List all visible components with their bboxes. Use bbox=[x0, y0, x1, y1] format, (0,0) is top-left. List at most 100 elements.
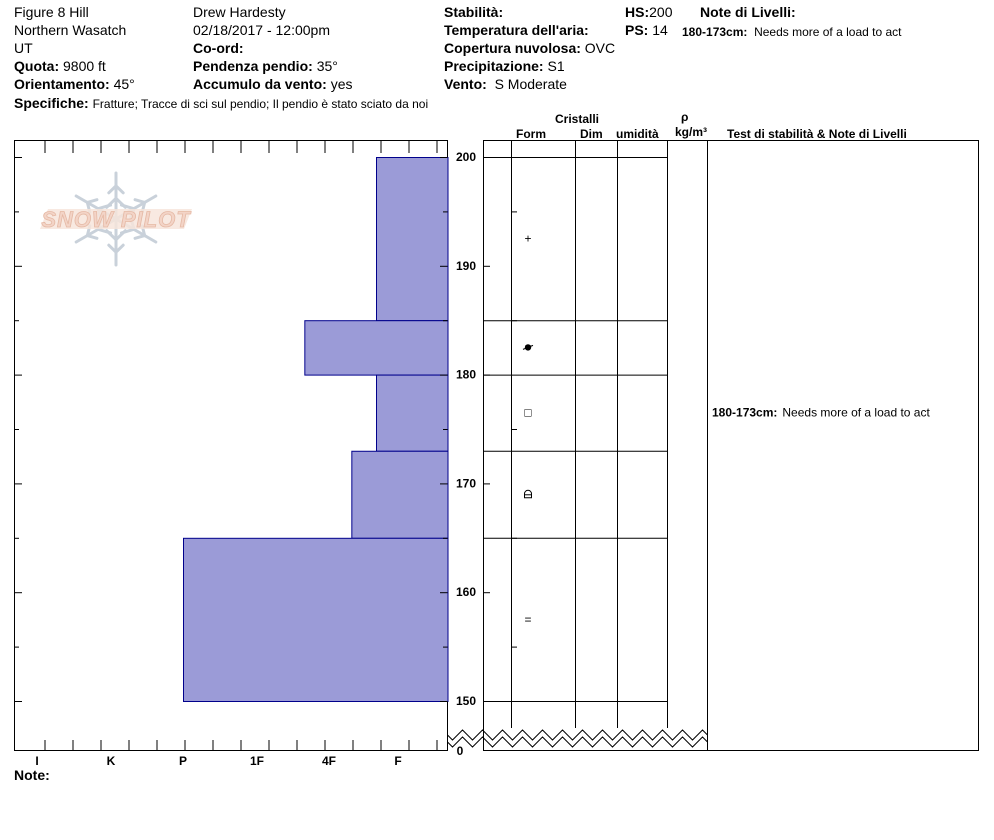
depth-label-150: 150 bbox=[456, 694, 476, 708]
elevation-value: 9800 ft bbox=[63, 58, 106, 74]
stability-label: Stabilità: bbox=[444, 4, 504, 20]
wind-loading: Accumulo da vento: yes bbox=[193, 76, 352, 92]
specifics-label: Specifiche: bbox=[14, 95, 89, 111]
grain-form-3 bbox=[524, 489, 532, 499]
grain-form-1-stroke bbox=[522, 344, 534, 350]
grain-form-4: = bbox=[524, 612, 531, 626]
rho-header: ρ bbox=[681, 110, 689, 124]
state-name: UT bbox=[14, 40, 33, 56]
layer-table-frame bbox=[483, 140, 979, 751]
stability-note-range-0: 180-173cm: bbox=[712, 406, 777, 420]
wind-label: Vento: bbox=[444, 76, 487, 92]
aspect-value: 45° bbox=[113, 76, 135, 92]
hardness-bars bbox=[183, 157, 449, 702]
wind-value: S Moderate bbox=[494, 76, 567, 92]
depth-label-200: 200 bbox=[456, 150, 476, 164]
layer-note-text: Needs more of a load to act bbox=[754, 25, 902, 39]
form-header: Form bbox=[516, 127, 546, 141]
depth-label-160: 160 bbox=[456, 585, 476, 599]
stability-note-text-0: Needs more of a load to act bbox=[782, 406, 930, 420]
density-unit-header: kg/m³ bbox=[675, 125, 708, 139]
snowflake-branch-4-1-1 bbox=[85, 234, 99, 240]
snowflake-branch-3-1-1 bbox=[114, 243, 125, 254]
snowpilot-logo: SNOW PILOT bbox=[40, 171, 192, 267]
hardness-label-F: F bbox=[394, 754, 401, 768]
slope-label: Pendenza pendio: bbox=[193, 58, 313, 74]
grain-form-1 bbox=[522, 344, 534, 351]
ps-value: 14 bbox=[652, 22, 668, 38]
specifics-value: Fratture; Tracce di sci sul pendio; Il p… bbox=[92, 97, 429, 111]
hardness-bar-4 bbox=[183, 537, 449, 702]
snowflake-branch-0-1-0 bbox=[114, 184, 125, 195]
elevation-label: Quota: bbox=[14, 58, 60, 74]
cloud-cover: Copertura nuvolosa: OVC bbox=[444, 40, 615, 56]
cloud-value: OVC bbox=[584, 40, 616, 56]
slope: Pendenza pendio: 35° bbox=[193, 58, 338, 74]
layer-notes-label: Note di Livelli: bbox=[700, 4, 796, 20]
location-name: Figure 8 Hill bbox=[14, 4, 89, 20]
hardness-label-4F: 4F bbox=[322, 754, 336, 768]
wind-loading-label: Accumulo da vento: bbox=[193, 76, 327, 92]
grain-form-3-outline bbox=[524, 489, 532, 499]
hardness-bar-1 bbox=[304, 320, 449, 376]
elevation: Quota: 9800 ft bbox=[14, 58, 106, 74]
snowflake-branch-2-1-0 bbox=[133, 234, 147, 240]
hardness-axis: I K P 1F 4F F bbox=[14, 140, 438, 768]
notes-label: Note: bbox=[14, 767, 50, 783]
depth-label-180: 180 bbox=[456, 368, 476, 382]
hs-label: HS: bbox=[625, 4, 650, 20]
precipitation: Precipitazione: S1 bbox=[444, 58, 565, 74]
snowflake-branch-4-0-1 bbox=[96, 227, 113, 235]
stability-note-0: 180-173cm: Needs more of a load to act bbox=[712, 406, 930, 420]
snow-height: HS:200 bbox=[625, 4, 672, 20]
dim-header: Dim bbox=[580, 127, 603, 141]
coord-label: Co-ord: bbox=[193, 40, 244, 56]
snowflake-branch-3-0-1 bbox=[114, 229, 127, 242]
grain-forms: + □ = bbox=[522, 232, 534, 626]
range-name: Northern Wasatch bbox=[14, 22, 127, 38]
hardness-bar-0 bbox=[376, 157, 449, 322]
stability-notes: 180-173cm: Needs more of a load to act bbox=[712, 406, 930, 420]
ps-label: PS: bbox=[625, 22, 649, 38]
zigzag-upper bbox=[447, 729, 708, 741]
axis-break bbox=[447, 729, 708, 748]
specifics: Specifiche: Fratture; Tracce di sci sul … bbox=[14, 95, 428, 112]
aspect: Orientamento: 45° bbox=[14, 76, 135, 92]
observation-datetime: 02/18/2017 - 12:00pm bbox=[193, 22, 330, 38]
precip-label: Precipitazione: bbox=[444, 58, 544, 74]
penetration: PS: 14 bbox=[625, 22, 668, 38]
stability-notes-header: Test di stabilità & Note di Livelli bbox=[727, 127, 907, 141]
hardness-label-I: I bbox=[35, 754, 38, 768]
depth-axis: 200 190 180 170 160 150 0 bbox=[14, 150, 517, 758]
hardness-bar-3 bbox=[351, 450, 449, 539]
slope-value: 35° bbox=[316, 58, 338, 74]
hardness-label-K: K bbox=[107, 754, 116, 768]
hardness-bar-2 bbox=[376, 374, 449, 452]
logo-text: SNOW PILOT bbox=[41, 207, 191, 232]
logo-banner bbox=[40, 209, 192, 229]
snowflake-branch-3-1-0 bbox=[107, 243, 118, 254]
depth-label-190: 190 bbox=[456, 259, 476, 273]
snowflake-branch-5-1-0 bbox=[85, 198, 99, 204]
aspect-label: Orientamento: bbox=[14, 76, 110, 92]
air-temp-label: Temperatura dell'aria: bbox=[444, 22, 589, 38]
snowflake-branch-1-0-1 bbox=[119, 203, 136, 211]
cloud-label: Copertura nuvolosa: bbox=[444, 40, 581, 56]
hardness-label-P: P bbox=[179, 754, 187, 768]
layer-table bbox=[483, 140, 708, 751]
snowflake-branch-1-1-1 bbox=[133, 198, 147, 204]
zigzag-lower bbox=[447, 736, 708, 748]
crystals-header: Cristalli bbox=[555, 112, 600, 126]
hs-value: 200 bbox=[649, 4, 673, 20]
grain-form-0: + bbox=[524, 232, 531, 246]
precip-value: S1 bbox=[547, 58, 565, 74]
layer-note-header: 180-173cm: Needs more of a load to act bbox=[682, 24, 901, 40]
wind: Vento: S Moderate bbox=[444, 76, 567, 92]
moisture-header: umidità bbox=[616, 127, 659, 141]
depth-label-bottom: 0 bbox=[457, 744, 464, 758]
wind-loading-value: yes bbox=[330, 76, 353, 92]
hardness-label-1F: 1F bbox=[250, 754, 264, 768]
layer-note-range: 180-173cm: bbox=[682, 25, 748, 39]
depth-label-170: 170 bbox=[456, 476, 476, 490]
